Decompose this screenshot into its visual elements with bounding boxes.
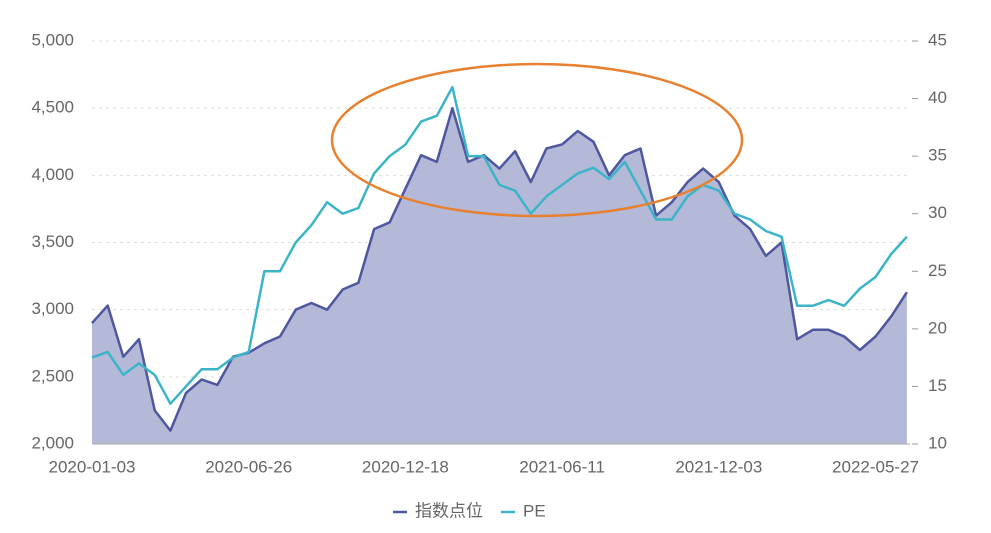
y2-tick-label: 30 — [928, 203, 947, 222]
legend-label: PE — [523, 501, 546, 520]
series-line — [91, 106, 908, 432]
legend-label: 指数点位 — [415, 501, 483, 520]
y-tick-label: 3,500 — [31, 232, 74, 251]
series-area — [92, 108, 907, 444]
y-tick-label: 5,000 — [31, 30, 74, 49]
x-tick-label: 2021-06-11 — [519, 457, 605, 476]
x-tick-label: 2020-06-26 — [205, 457, 292, 476]
y2-tick-label: 25 — [928, 261, 947, 280]
highlight-ellipse — [330, 62, 744, 218]
x-tick-label: 2020-01-03 — [49, 457, 136, 476]
y2-tick-label: 45 — [928, 30, 947, 49]
y-tick-label: 4,500 — [31, 98, 74, 117]
y-tick-label: 2,500 — [31, 366, 74, 385]
y2-tick-label: 35 — [928, 146, 947, 165]
y-tick-label: 2,000 — [31, 433, 74, 452]
x-tick-label: 2020-12-18 — [362, 457, 449, 476]
y-tick-label: 3,000 — [31, 299, 74, 318]
y2-tick-label: 40 — [928, 88, 947, 107]
y-tick-label: 4,000 — [31, 165, 74, 184]
y2-tick-label: 15 — [928, 376, 947, 395]
y2-tick-label: 20 — [928, 318, 947, 337]
x-tick-label: 2021-12-03 — [675, 457, 762, 476]
plot-area: 2,000 2,500 3,000 3,500 4,000 4,500 5,000 10 15 2… — [31, 30, 946, 520]
x-tick-label: 2022-05-27 — [832, 457, 919, 476]
y2-tick-label: 10 — [928, 433, 947, 452]
series-line — [91, 85, 908, 405]
